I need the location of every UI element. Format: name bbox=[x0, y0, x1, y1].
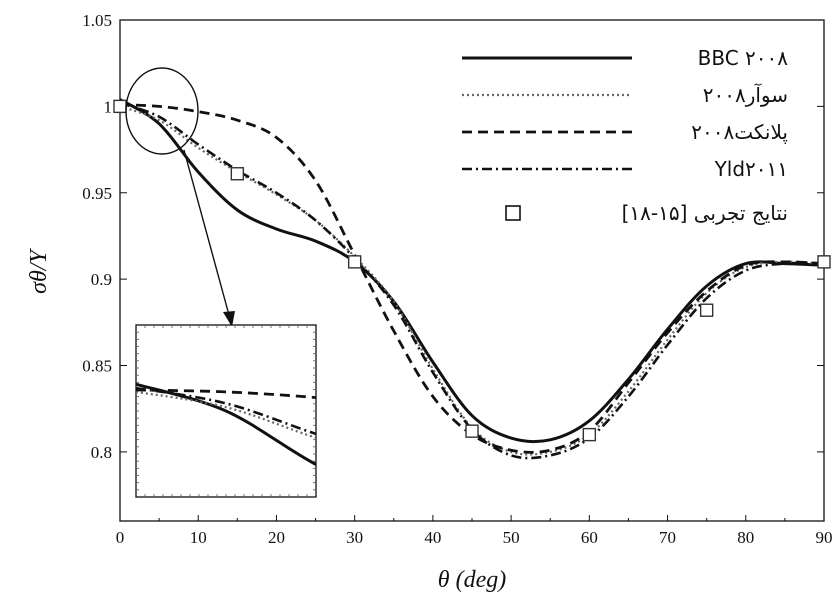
series-line-3 bbox=[120, 101, 824, 460]
zoom-arrow-head bbox=[223, 311, 235, 327]
experiment-marker bbox=[230, 167, 245, 181]
series-line-0 bbox=[120, 98, 824, 444]
y-axis: 0.8 0.85 0.9 0.95 1 1.05 bbox=[82, 11, 824, 462]
x-tick-label: 60 bbox=[581, 528, 598, 547]
x-tick-label: 70 bbox=[659, 528, 676, 547]
legend-label: BBC ۲۰۰۸ bbox=[698, 46, 789, 70]
inset-series-group bbox=[136, 382, 316, 467]
y-tick-label: 0.8 bbox=[91, 443, 112, 462]
marker-group bbox=[113, 99, 831, 442]
inset-ticks bbox=[136, 325, 316, 497]
x-tick-label: 30 bbox=[346, 528, 363, 547]
y-tick-label: 0.85 bbox=[82, 357, 112, 376]
x-tick-label: 50 bbox=[503, 528, 520, 547]
x-tick-label: 10 bbox=[190, 528, 207, 547]
legend: BBC ۲۰۰۸ سوآر۲۰۰۸ پلانکت۲۰۰۸ Yld۲۰۱۱ نتایج ت… bbox=[462, 46, 788, 225]
x-tick-label: 80 bbox=[737, 528, 754, 547]
y-tick-label: 0.95 bbox=[82, 184, 112, 203]
series-line-2 bbox=[120, 103, 824, 454]
x-tick-label: 20 bbox=[268, 528, 285, 547]
x-tick-label: 0 bbox=[116, 528, 125, 547]
zoom-arrow-line bbox=[183, 149, 230, 316]
experiment-marker bbox=[817, 255, 831, 269]
y-tick-label: 1 bbox=[104, 97, 113, 116]
experiment-marker bbox=[582, 427, 597, 442]
x-axis: 0 10 20 30 40 50 60 70 80 90 bbox=[116, 515, 833, 547]
y-axis-label: σθ/Y bbox=[26, 248, 52, 294]
zoom-ellipse bbox=[125, 67, 199, 155]
experiment-marker bbox=[347, 255, 362, 269]
experiment-marker bbox=[465, 424, 479, 438]
legend-label: Yld۲۰۱۱ bbox=[714, 157, 788, 181]
experiment-marker bbox=[113, 99, 127, 114]
x-axis-label: θ (deg) bbox=[438, 567, 506, 593]
legend-label: نتایج تجربی [۱۵-۱۸] bbox=[622, 201, 788, 225]
inset-series-line-2 bbox=[136, 388, 316, 400]
y-tick-label: 0.9 bbox=[91, 270, 112, 289]
legend-label: پلانکت۲۰۰۸ bbox=[691, 120, 788, 145]
legend-marker bbox=[505, 205, 521, 221]
x-tick-label: 90 bbox=[816, 528, 833, 547]
x-tick-label: 40 bbox=[424, 528, 441, 547]
legend-label: سوآر۲۰۰۸ bbox=[703, 82, 788, 107]
y-tick-label: 1.05 bbox=[82, 11, 112, 30]
experiment-marker bbox=[699, 303, 714, 317]
